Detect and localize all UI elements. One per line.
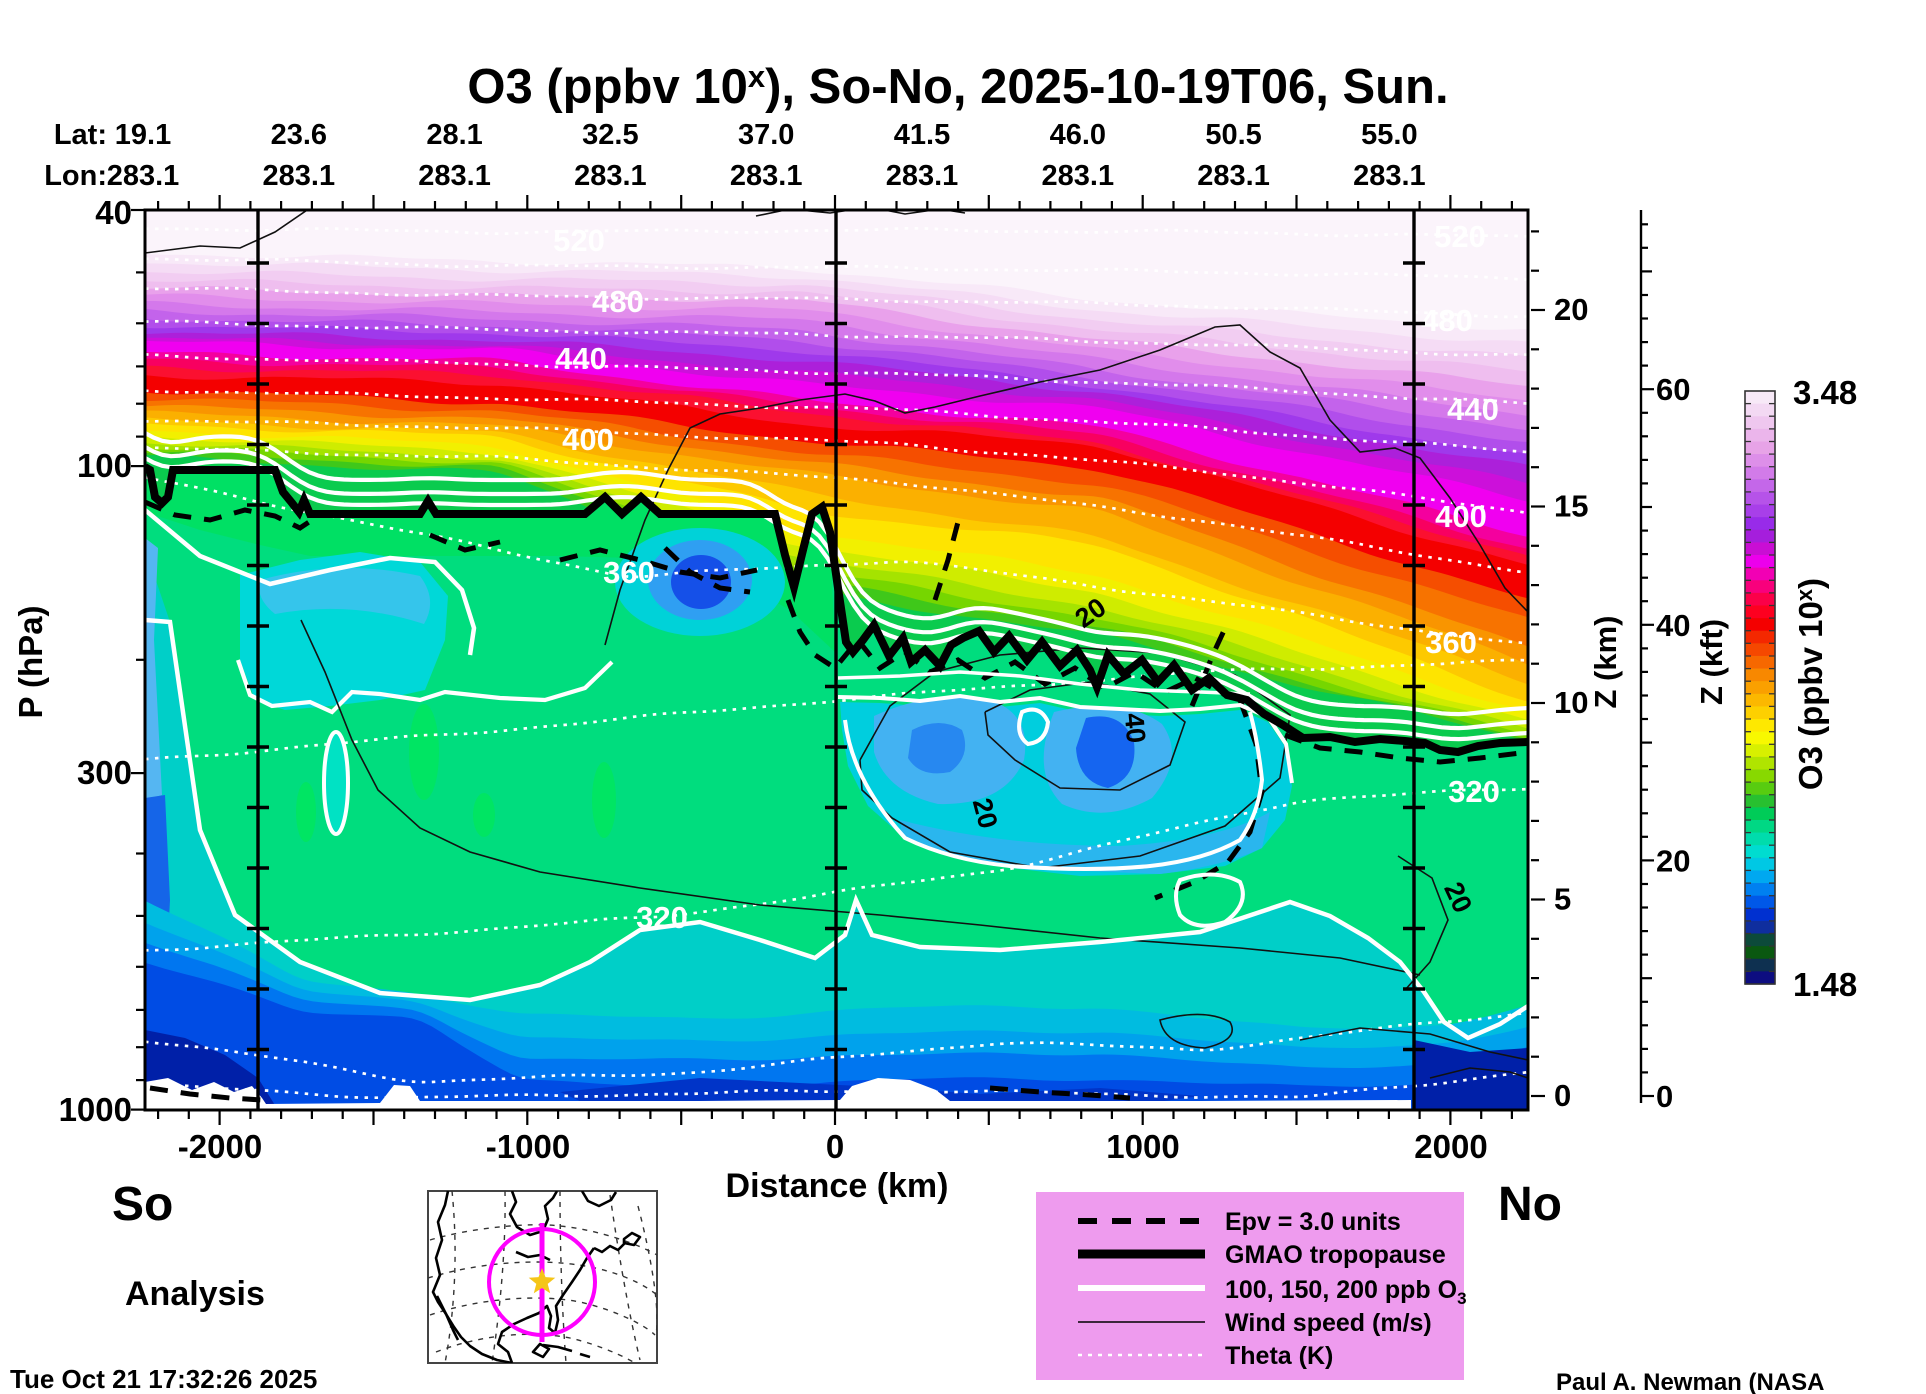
svg-text:GMAO tropopause: GMAO tropopause	[1225, 1241, 1446, 1269]
svg-text:283.1: 283.1	[418, 160, 491, 192]
svg-text:480: 480	[592, 284, 644, 319]
svg-text:Z (kft): Z (kft)	[1694, 619, 1729, 705]
svg-text:40: 40	[1656, 608, 1690, 643]
svg-text:1000: 1000	[59, 1091, 132, 1128]
svg-text:320: 320	[636, 900, 688, 935]
svg-text:20: 20	[1554, 292, 1588, 327]
svg-text:440: 440	[1447, 392, 1499, 427]
svg-text:So: So	[112, 1178, 173, 1231]
svg-text:5: 5	[1554, 882, 1571, 917]
svg-text:0: 0	[1656, 1079, 1673, 1114]
svg-text:100: 100	[77, 447, 132, 484]
svg-text:300: 300	[77, 754, 132, 791]
svg-text:283.1: 283.1	[1353, 160, 1426, 192]
svg-text:Tue Oct 21 17:32:26 2025: Tue Oct 21 17:32:26 2025	[10, 1364, 317, 1394]
svg-text:P (hPa): P (hPa)	[12, 605, 49, 718]
svg-text:360: 360	[1425, 625, 1477, 660]
svg-text:40: 40	[95, 194, 132, 231]
svg-text:0: 0	[1554, 1078, 1571, 1113]
svg-text:Paul A. Newman (NASA: Paul A. Newman (NASA	[1556, 1369, 1825, 1394]
svg-text:3.48: 3.48	[1793, 374, 1857, 411]
svg-text:480: 480	[1421, 303, 1473, 338]
svg-text:400: 400	[1435, 499, 1487, 534]
svg-text:Wind speed (m/s): Wind speed (m/s)	[1225, 1309, 1432, 1337]
svg-text:15: 15	[1554, 489, 1588, 524]
svg-text:40: 40	[1119, 712, 1152, 745]
svg-text:283.1: 283.1	[107, 160, 180, 192]
svg-text:0: 0	[826, 1128, 844, 1165]
svg-text:Distance (km): Distance (km)	[726, 1167, 949, 1205]
svg-text:283.1: 283.1	[574, 160, 647, 192]
svg-text:60: 60	[1656, 372, 1690, 407]
svg-text:55.0: 55.0	[1361, 119, 1417, 151]
svg-text:Z (km): Z (km)	[1588, 616, 1623, 709]
svg-text:32.5: 32.5	[582, 119, 638, 151]
svg-text:No: No	[1498, 1178, 1562, 1231]
svg-text:37.0: 37.0	[738, 119, 794, 151]
svg-text:10: 10	[1554, 685, 1588, 720]
svg-text:283.1: 283.1	[886, 160, 959, 192]
svg-text:Epv = 3.0 units: Epv = 3.0 units	[1225, 1208, 1401, 1236]
svg-text:-1000: -1000	[486, 1128, 570, 1165]
svg-text:100, 150, 200 ppb O3: 100, 150, 200 ppb O3	[1225, 1276, 1467, 1308]
svg-text:440: 440	[555, 341, 607, 376]
svg-text:Lat:: Lat:	[54, 119, 107, 151]
svg-text:283.1: 283.1	[263, 160, 336, 192]
svg-text:28.1: 28.1	[426, 119, 482, 151]
svg-text:19.1: 19.1	[115, 119, 171, 151]
svg-text:1000: 1000	[1106, 1128, 1179, 1165]
svg-text:O3 (ppbv 10x), So-No, 2025-10-: O3 (ppbv 10x), So-No, 2025-10-19T06, Sun…	[467, 59, 1448, 114]
svg-text:520: 520	[1434, 219, 1486, 254]
svg-text:Theta (K): Theta (K)	[1225, 1342, 1333, 1370]
svg-text:50.5: 50.5	[1205, 119, 1261, 151]
svg-text:20: 20	[1656, 843, 1690, 878]
svg-text:520: 520	[553, 223, 605, 258]
svg-text:Lon:: Lon:	[44, 160, 107, 192]
svg-text:O3 (ppbv 10x): O3 (ppbv 10x)	[1792, 578, 1829, 790]
svg-text:Analysis: Analysis	[125, 1275, 265, 1313]
svg-text:-2000: -2000	[178, 1128, 262, 1165]
svg-text:23.6: 23.6	[271, 119, 327, 151]
svg-text:283.1: 283.1	[1197, 160, 1270, 192]
svg-text:283.1: 283.1	[730, 160, 803, 192]
svg-text:46.0: 46.0	[1050, 119, 1106, 151]
svg-text:400: 400	[562, 422, 614, 457]
svg-text:2000: 2000	[1414, 1128, 1487, 1165]
svg-text:41.5: 41.5	[894, 119, 950, 151]
svg-text:1.48: 1.48	[1793, 966, 1857, 1003]
svg-text:360: 360	[603, 555, 655, 590]
svg-text:320: 320	[1448, 774, 1500, 809]
svg-text:283.1: 283.1	[1042, 160, 1115, 192]
